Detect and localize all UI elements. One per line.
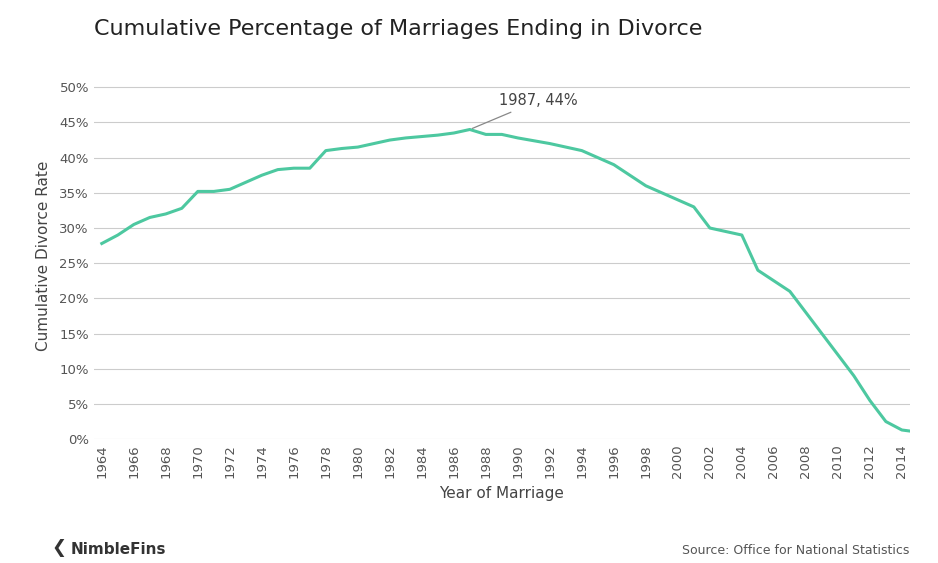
- Text: NimbleFins: NimbleFins: [70, 542, 166, 557]
- X-axis label: Year of Marriage: Year of Marriage: [439, 486, 565, 501]
- Text: 1987, 44%: 1987, 44%: [473, 93, 577, 128]
- Text: Cumulative Percentage of Marriages Ending in Divorce: Cumulative Percentage of Marriages Endin…: [94, 19, 703, 39]
- Text: Source: Office for National Statistics: Source: Office for National Statistics: [683, 544, 910, 557]
- Y-axis label: Cumulative Divorce Rate: Cumulative Divorce Rate: [36, 161, 51, 351]
- Text: ❮: ❮: [52, 539, 67, 557]
